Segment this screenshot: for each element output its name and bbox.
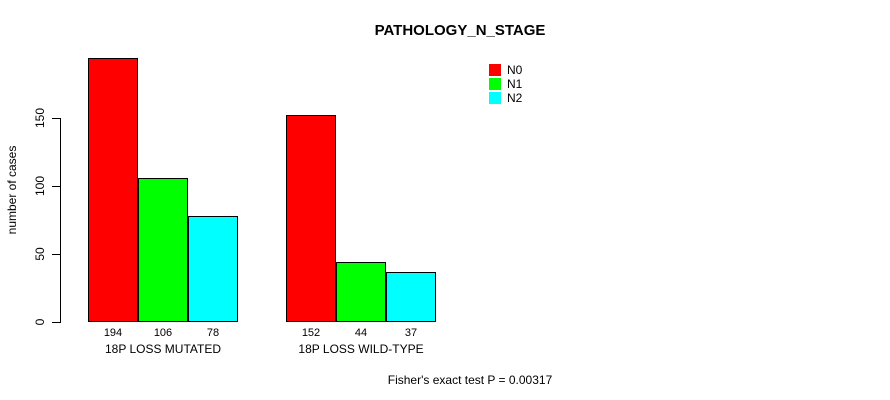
bar-value-label: 106	[153, 327, 173, 339]
y-tick-label: 100	[33, 175, 47, 197]
legend-label: N2	[507, 91, 523, 105]
bar-N0-group1	[88, 58, 138, 322]
bar-N2-group1	[188, 215, 238, 322]
y-tick	[52, 322, 60, 323]
bar-N1-group1	[138, 177, 188, 322]
legend-item: N2	[489, 92, 522, 104]
annotation-text: Fisher's exact test P = 0.00317	[387, 373, 553, 387]
y-tick-label: 50	[33, 247, 47, 261]
bar-value-label: 194	[103, 327, 123, 339]
bar-value-label: 44	[354, 327, 368, 339]
bar-N1-group2	[336, 262, 386, 322]
y-tick-label: 0	[33, 318, 47, 326]
legend-label: N0	[507, 63, 523, 77]
y-tick	[52, 254, 60, 255]
chart-title: PATHOLOGY_N_STAGE	[374, 22, 546, 39]
y-axis-label: number of cases	[5, 145, 19, 235]
legend-swatch-N1	[489, 78, 501, 90]
legend-item: N1	[489, 78, 522, 90]
x-category-label: 18P LOSS MUTATED	[104, 342, 222, 356]
bar-N0-group2	[286, 115, 336, 322]
y-tick	[52, 186, 60, 187]
y-axis-line	[60, 118, 61, 323]
legend-swatch-N2	[489, 92, 501, 104]
legend-label: N1	[507, 77, 523, 91]
y-tick	[52, 118, 60, 119]
bar-value-label: 78	[206, 327, 220, 339]
bar-value-label: 37	[404, 327, 418, 339]
y-tick-label: 150	[33, 107, 47, 129]
legend-item: N0	[489, 64, 522, 76]
bar-N2-group2	[386, 271, 436, 322]
legend: N0 N1 N2	[489, 64, 522, 106]
bar-value-label: 152	[301, 327, 321, 339]
x-category-label: 18P LOSS WILD-TYPE	[298, 342, 424, 356]
legend-swatch-N0	[489, 64, 501, 76]
